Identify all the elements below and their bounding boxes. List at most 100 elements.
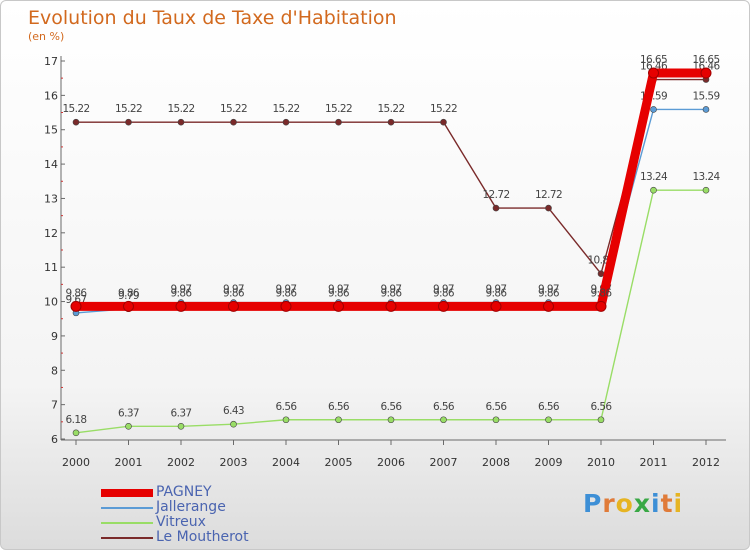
data-label: 13.24 xyxy=(692,171,720,183)
data-point xyxy=(125,422,132,430)
data-point xyxy=(387,416,395,424)
logo-letter: i xyxy=(651,489,661,518)
x-tick-label: 2006 xyxy=(377,456,405,469)
data-label: 9.86 xyxy=(381,287,403,299)
data-point xyxy=(650,186,657,194)
data-point xyxy=(280,300,292,312)
data-label: 9.86 xyxy=(328,287,350,299)
data-point xyxy=(228,300,239,312)
x-tick-label: 2012 xyxy=(692,456,720,469)
data-label: 6.56 xyxy=(591,401,613,413)
x-tick-label: 2002 xyxy=(167,456,195,469)
data-label: 9.86 xyxy=(486,287,508,299)
data-point xyxy=(595,300,607,312)
series-line xyxy=(75,108,706,314)
data-point xyxy=(387,118,395,126)
data-point xyxy=(230,118,237,126)
data-point xyxy=(597,270,605,278)
data-label: 9.86 xyxy=(223,287,245,299)
data-point xyxy=(440,416,447,424)
data-label: 15.22 xyxy=(272,103,299,115)
data-point xyxy=(125,118,132,126)
data-label: 15.22 xyxy=(115,103,142,115)
data-point xyxy=(490,300,502,312)
data-label: 15.22 xyxy=(167,103,194,115)
data-label: 12.72 xyxy=(535,189,562,201)
data-point xyxy=(70,300,82,312)
data-label: 6.43 xyxy=(223,405,244,417)
y-tick-label: 15 xyxy=(44,124,58,137)
data-point xyxy=(177,118,185,126)
data-point xyxy=(438,300,449,312)
y-tick-label: 16 xyxy=(44,89,58,102)
data-point xyxy=(335,416,342,424)
data-label: 6.18 xyxy=(66,414,87,426)
data-label: 6.37 xyxy=(171,407,192,419)
legend-label: Le Moutherot xyxy=(156,529,249,545)
logo-letter: r xyxy=(602,489,616,518)
logo-letter: i xyxy=(673,489,684,518)
data-label: 15.59 xyxy=(692,90,719,102)
y-tick-label: 12 xyxy=(44,227,58,240)
data-label: 9.97 xyxy=(381,284,402,296)
data-label: 6.56 xyxy=(328,401,350,413)
logo-letter: t xyxy=(660,489,674,518)
data-label: 15.22 xyxy=(325,103,352,115)
data-label: 9.97 xyxy=(538,284,559,296)
x-tick-label: 2004 xyxy=(272,456,300,469)
y-tick-label: 17 xyxy=(44,55,58,68)
data-label: 6.56 xyxy=(433,401,455,413)
data-point xyxy=(440,118,447,126)
data-label: 13.24 xyxy=(640,171,668,183)
data-point xyxy=(545,416,552,424)
data-point xyxy=(702,106,710,113)
data-point xyxy=(335,118,342,126)
data-label: 9.97 xyxy=(486,284,507,296)
y-tick-label: 10 xyxy=(44,296,58,309)
data-label: 9.79 xyxy=(118,290,139,302)
data-point xyxy=(545,204,552,212)
data-point xyxy=(702,186,710,194)
data-label: 6.56 xyxy=(486,401,508,413)
logo-letter: x xyxy=(633,489,651,518)
data-point xyxy=(123,300,134,312)
series-vitreux: 6.18 6.37 6.37 6.43 6.56 6.56 6.56 6.56 6.56 6.56… xyxy=(66,171,721,437)
x-tick-label: 2007 xyxy=(430,456,458,469)
data-point xyxy=(700,67,712,79)
y-tick-label: 9 xyxy=(51,330,58,343)
legend-label: PAGNEY xyxy=(156,484,212,500)
data-label: 9.97 xyxy=(223,284,244,296)
data-label: 9.86 xyxy=(66,287,88,299)
data-label: 9.86 xyxy=(433,287,455,299)
data-point xyxy=(543,300,554,312)
logo-letter: o xyxy=(615,489,634,518)
y-tick-label: 7 xyxy=(51,399,58,412)
chart-title: Evolution du Taux de Taxe d'Habitation xyxy=(28,7,397,29)
data-point xyxy=(648,67,659,79)
data-label: 9.97 xyxy=(433,284,454,296)
legend-swatch xyxy=(101,489,153,497)
data-label: 9.97 xyxy=(328,284,349,296)
x-tick-label: 2010 xyxy=(587,456,615,469)
series-pagney: 9.86 9.86 9.86 9.86 9.86 9.86 9.86 9.86 9.86 9.86… xyxy=(66,54,720,312)
data-point xyxy=(72,118,80,126)
data-label: 9.86 xyxy=(118,287,140,299)
data-point xyxy=(385,300,397,312)
data-label: 9.86 xyxy=(171,287,193,299)
x-tick-label: 2005 xyxy=(325,456,353,469)
data-point xyxy=(492,204,500,212)
data-label: 9.97 xyxy=(171,284,192,296)
x-tick-label: 2008 xyxy=(482,456,510,469)
proxiti-logo: Proxiti xyxy=(583,489,683,518)
data-label: 6.56 xyxy=(276,401,298,413)
chart-subtitle: (en %) xyxy=(28,30,65,43)
legend-label: Vitreux xyxy=(156,514,206,530)
y-tick-label: 6 xyxy=(51,433,58,446)
x-tick-label: 2009 xyxy=(535,456,563,469)
data-label: 9.97 xyxy=(276,284,297,296)
legend-swatch xyxy=(101,522,153,524)
x-tick-label: 2000 xyxy=(62,456,90,469)
legend-swatch xyxy=(101,537,153,539)
data-label: 16.65 xyxy=(640,54,667,66)
